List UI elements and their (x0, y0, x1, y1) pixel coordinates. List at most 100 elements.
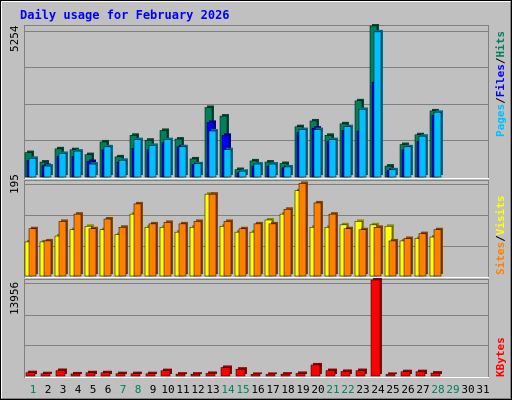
day-labels: 1 2 3 4 5 6 7 8 9 10 11 12 13 14 15 16 17 18 19 20 21 22 23 24 2… (30, 383, 490, 396)
chart-title: Daily usage for February 2026 (20, 8, 230, 22)
pages-bar (418, 135, 427, 178)
day-label: 7 (120, 383, 127, 396)
sites-bar (358, 229, 367, 277)
day-label: 3 (60, 383, 67, 396)
sites-bar (403, 238, 412, 277)
sites-bar (178, 223, 187, 277)
sites-bar (28, 228, 37, 277)
kbytes-bar-shadow (388, 372, 397, 374)
pages-bar (208, 130, 217, 178)
pages-bar (73, 150, 82, 178)
sites-bar (58, 221, 67, 277)
pages-bar (163, 139, 172, 178)
kbytes-bar-shadow (253, 372, 262, 374)
bars (24, 24, 443, 377)
sites-bar (343, 228, 352, 277)
kbytes-bar (25, 372, 36, 377)
day-label: 2 (45, 383, 52, 396)
sites-bar (133, 203, 142, 277)
pages-bar (388, 169, 397, 178)
kbytes-max-label: 13956 (8, 282, 21, 315)
pages-bar (43, 165, 52, 178)
pages-bar (268, 163, 277, 178)
kbytes-bar (70, 373, 81, 377)
day-label: 15 (236, 383, 249, 396)
day-label: 16 (251, 383, 264, 396)
day-label: 23 (356, 383, 369, 396)
day-label: 21 (326, 383, 339, 396)
day-label: 24 (371, 383, 385, 396)
sites-bar (238, 228, 247, 277)
sites-bar (148, 223, 157, 277)
pages-bar (403, 146, 412, 178)
pages-bar (28, 158, 37, 178)
kbytes-bar (280, 373, 291, 377)
pages-bar (313, 129, 322, 178)
sites-bar (253, 223, 262, 277)
day-label: 8 (135, 383, 142, 396)
kbytes-bar (100, 372, 111, 377)
day-label: 25 (386, 383, 399, 396)
sites-bar (193, 221, 202, 277)
day-label: 12 (191, 383, 204, 396)
day-label: 14 (221, 383, 235, 396)
kbytes-bar (85, 372, 96, 377)
kbytes-bar (400, 371, 411, 377)
day-label: 13 (206, 383, 219, 396)
kbytes-bar-shadow (133, 371, 142, 374)
day-label: 29 (446, 383, 459, 396)
sites-bar (433, 229, 442, 277)
day-label: 17 (266, 383, 279, 396)
sites-bar (313, 202, 322, 277)
pages-bar (328, 139, 337, 178)
legend-hits: Hits (494, 31, 507, 58)
kbytes-bar (265, 374, 276, 377)
kbytes-bar (145, 373, 156, 377)
sites-bar (298, 183, 307, 277)
legend-visits: Visits (494, 196, 507, 236)
pages-bar (253, 163, 262, 178)
sites-bar (328, 213, 337, 277)
sites-bar (163, 222, 172, 277)
sites-bar (268, 223, 277, 277)
day-label: 6 (105, 383, 112, 396)
kbytes-bar (430, 372, 441, 377)
kbytes-bar-shadow (283, 372, 292, 374)
day-label: 26 (401, 383, 414, 396)
day-label: 18 (281, 383, 294, 396)
kbytes-bar (175, 373, 186, 377)
pages-bar (283, 166, 292, 178)
pages-bar (148, 145, 157, 178)
legend-files: Files (494, 64, 507, 97)
kbytes-bar (250, 374, 261, 377)
day-label: 10 (161, 383, 174, 396)
legend-sites: Sites (494, 242, 507, 275)
kbytes-bar (55, 370, 66, 377)
kbytes-bar-shadow (433, 371, 442, 374)
kbytes-bar (160, 370, 171, 377)
day-label: 9 (150, 383, 157, 396)
sites-bar (373, 227, 382, 277)
hits-panel-legend: Pages/Files/Hits (494, 31, 507, 137)
legend-separator: / (494, 235, 507, 242)
day-label: 28 (431, 383, 444, 396)
day-label: 5 (90, 383, 97, 396)
hits-max-label: 5254 (8, 25, 21, 52)
pages-bar (58, 153, 67, 178)
sites-bar (223, 221, 232, 277)
sites-bar (73, 213, 82, 277)
sites-bar (283, 209, 292, 277)
pages-bar (373, 31, 382, 178)
visits-max-label: 195 (8, 174, 21, 194)
kbytes-bar-shadow (28, 370, 37, 374)
kbytes-bar-shadow (148, 371, 157, 374)
kbytes-bar (340, 371, 351, 377)
kbytes-bar (220, 367, 231, 377)
kbytes-bar (415, 371, 426, 377)
sites-bar (103, 218, 112, 277)
kbytes-bar-shadow (208, 371, 217, 374)
kbytes-bar (355, 370, 366, 377)
legend-separator: / (494, 97, 507, 104)
day-label: 31 (476, 383, 489, 396)
